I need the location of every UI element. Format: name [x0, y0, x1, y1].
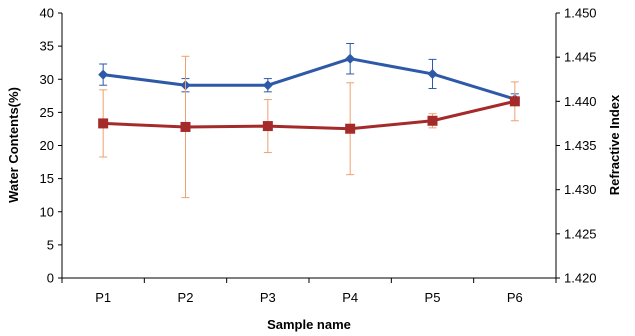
- x-tick-label: P6: [507, 290, 523, 305]
- right-tick-label: 1.425: [564, 226, 597, 241]
- series-line: [103, 99, 516, 131]
- data-point-square: [180, 121, 191, 132]
- left-tick-label: 25: [40, 105, 54, 120]
- data-point-square: [509, 96, 520, 107]
- right-tick-label: 1.435: [564, 138, 597, 153]
- x-tick-label: P5: [425, 290, 441, 305]
- data-point-square: [427, 115, 438, 126]
- right-tick-label: 1.445: [564, 50, 597, 65]
- left-tick-label: 35: [40, 39, 54, 54]
- series-1: [98, 42, 520, 105]
- x-tick-label: P3: [260, 290, 276, 305]
- data-point-diamond: [98, 69, 109, 80]
- data-point-diamond: [262, 80, 273, 91]
- right-tick-label: 1.420: [564, 271, 597, 286]
- left-axis-title: Water Contents(%): [6, 87, 21, 203]
- x-tick-label: P2: [178, 290, 194, 305]
- data-point-square: [98, 118, 109, 129]
- left-tick-label: 30: [40, 72, 54, 87]
- left-axis-ticks: 0 5 10 15 20 25 30 35 40: [40, 6, 62, 286]
- data-point-square: [262, 121, 273, 132]
- left-tick-label: 0: [47, 271, 54, 286]
- left-tick-label: 15: [40, 171, 54, 186]
- right-axis-title: Refractive Index: [607, 94, 622, 195]
- right-tick-label: 1.440: [564, 94, 597, 109]
- series-layer: [98, 42, 520, 199]
- series-2: [98, 55, 520, 199]
- x-tick-label: P4: [342, 290, 358, 305]
- left-tick-label: 40: [40, 6, 54, 21]
- right-axis-ticks: 1.420 1.425 1.430 1.435 1.440 1.445 1.450: [556, 6, 597, 286]
- left-tick-label: 5: [47, 237, 54, 252]
- series-line: [102, 57, 516, 101]
- left-tick-label: 20: [40, 138, 54, 153]
- data-point-diamond: [345, 53, 356, 64]
- data-point-square: [345, 123, 356, 134]
- x-axis-ticks: P1 P2 P3 P4 P5 P6: [61, 278, 557, 305]
- x-tick-label: P1: [95, 290, 111, 305]
- chart-axes: [61, 13, 557, 279]
- left-tick-label: 10: [40, 204, 54, 219]
- right-tick-label: 1.430: [564, 182, 597, 197]
- right-tick-label: 1.450: [564, 6, 597, 21]
- data-point-diamond: [427, 68, 438, 79]
- x-axis-title: Sample name: [267, 317, 351, 332]
